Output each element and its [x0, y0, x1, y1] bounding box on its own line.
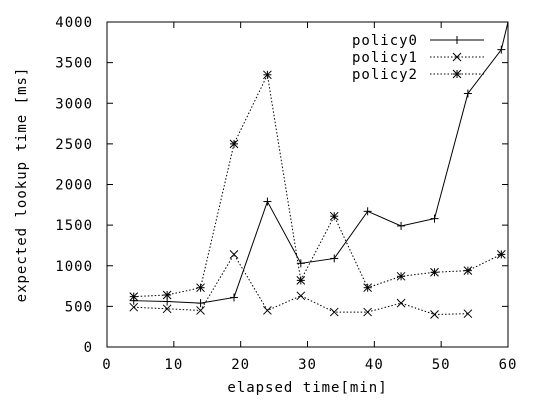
y-tick-label: 4000: [55, 15, 93, 31]
data-point: [363, 283, 373, 293]
data-point: [263, 70, 272, 80]
x-tick-label: 60: [499, 357, 518, 373]
series-layer: [129, 21, 509, 319]
legend-marker-policy2: [452, 69, 462, 79]
data-point: [196, 299, 205, 308]
data-point: [497, 45, 506, 54]
data-point: [196, 283, 205, 293]
x-axis-label: elapsed time[min]: [227, 380, 387, 396]
series-policy2: [129, 70, 506, 301]
data-point: [296, 276, 306, 285]
data-point: [229, 250, 239, 259]
y-tick-label: 3500: [55, 56, 93, 72]
y-tick-label: 0: [84, 340, 93, 356]
series-policy0: [129, 21, 509, 308]
data-point: [430, 214, 439, 223]
y-tick-label: 3000: [55, 96, 93, 112]
series-line-policy2: [133, 73, 502, 298]
y-tick-label: 1500: [55, 218, 93, 234]
legend-label-policy1: policy1: [352, 50, 418, 66]
axes: 0 10 20 30 40 50 60 0 500 1000 1500 2000 2500 3000 350…: [55, 15, 518, 373]
data-point: [430, 267, 439, 277]
series-line-policy1: [133, 253, 468, 316]
data-point: [162, 290, 172, 300]
x-tick-label: 20: [231, 357, 250, 373]
data-point: [430, 310, 439, 319]
data-point: [329, 211, 339, 221]
legend-marker-policy1: [452, 52, 462, 62]
data-point: [397, 221, 406, 230]
data-point: [263, 197, 272, 206]
y-tick-label: 2500: [55, 137, 93, 153]
data-point: [396, 271, 406, 281]
data-point: [396, 298, 406, 308]
data-point: [229, 293, 238, 302]
data-point: [330, 254, 339, 263]
data-point: [363, 207, 372, 216]
series-line-policy0: [133, 21, 509, 304]
data-point: [463, 89, 472, 98]
data-point: [463, 309, 473, 319]
y-axis-label: expected lookup time [ms]: [14, 67, 30, 303]
legend-marker-policy0: [453, 36, 461, 44]
data-point: [263, 306, 272, 315]
x-tick-label: 0: [102, 357, 111, 373]
x-tick-label: 50: [432, 357, 451, 373]
data-point: [196, 306, 205, 315]
legend-label-policy2: policy2: [352, 67, 418, 83]
data-point: [463, 266, 473, 275]
y-tick-label: 500: [65, 299, 93, 315]
data-point: [229, 139, 239, 149]
x-tick-label: 30: [298, 357, 317, 373]
x-tick-label: 40: [365, 357, 384, 373]
series-policy1: [129, 250, 473, 319]
y-tick-label: 2000: [55, 178, 93, 194]
data-point: [296, 291, 306, 301]
data-point: [363, 307, 373, 317]
data-point: [496, 250, 506, 259]
data-point: [129, 302, 139, 312]
legend-label-policy0: policy0: [352, 33, 418, 49]
data-point: [162, 304, 172, 314]
data-point: [329, 307, 339, 317]
data-point: [129, 292, 139, 301]
x-tick-label: 10: [164, 357, 183, 373]
y-tick-label: 1000: [55, 259, 93, 275]
